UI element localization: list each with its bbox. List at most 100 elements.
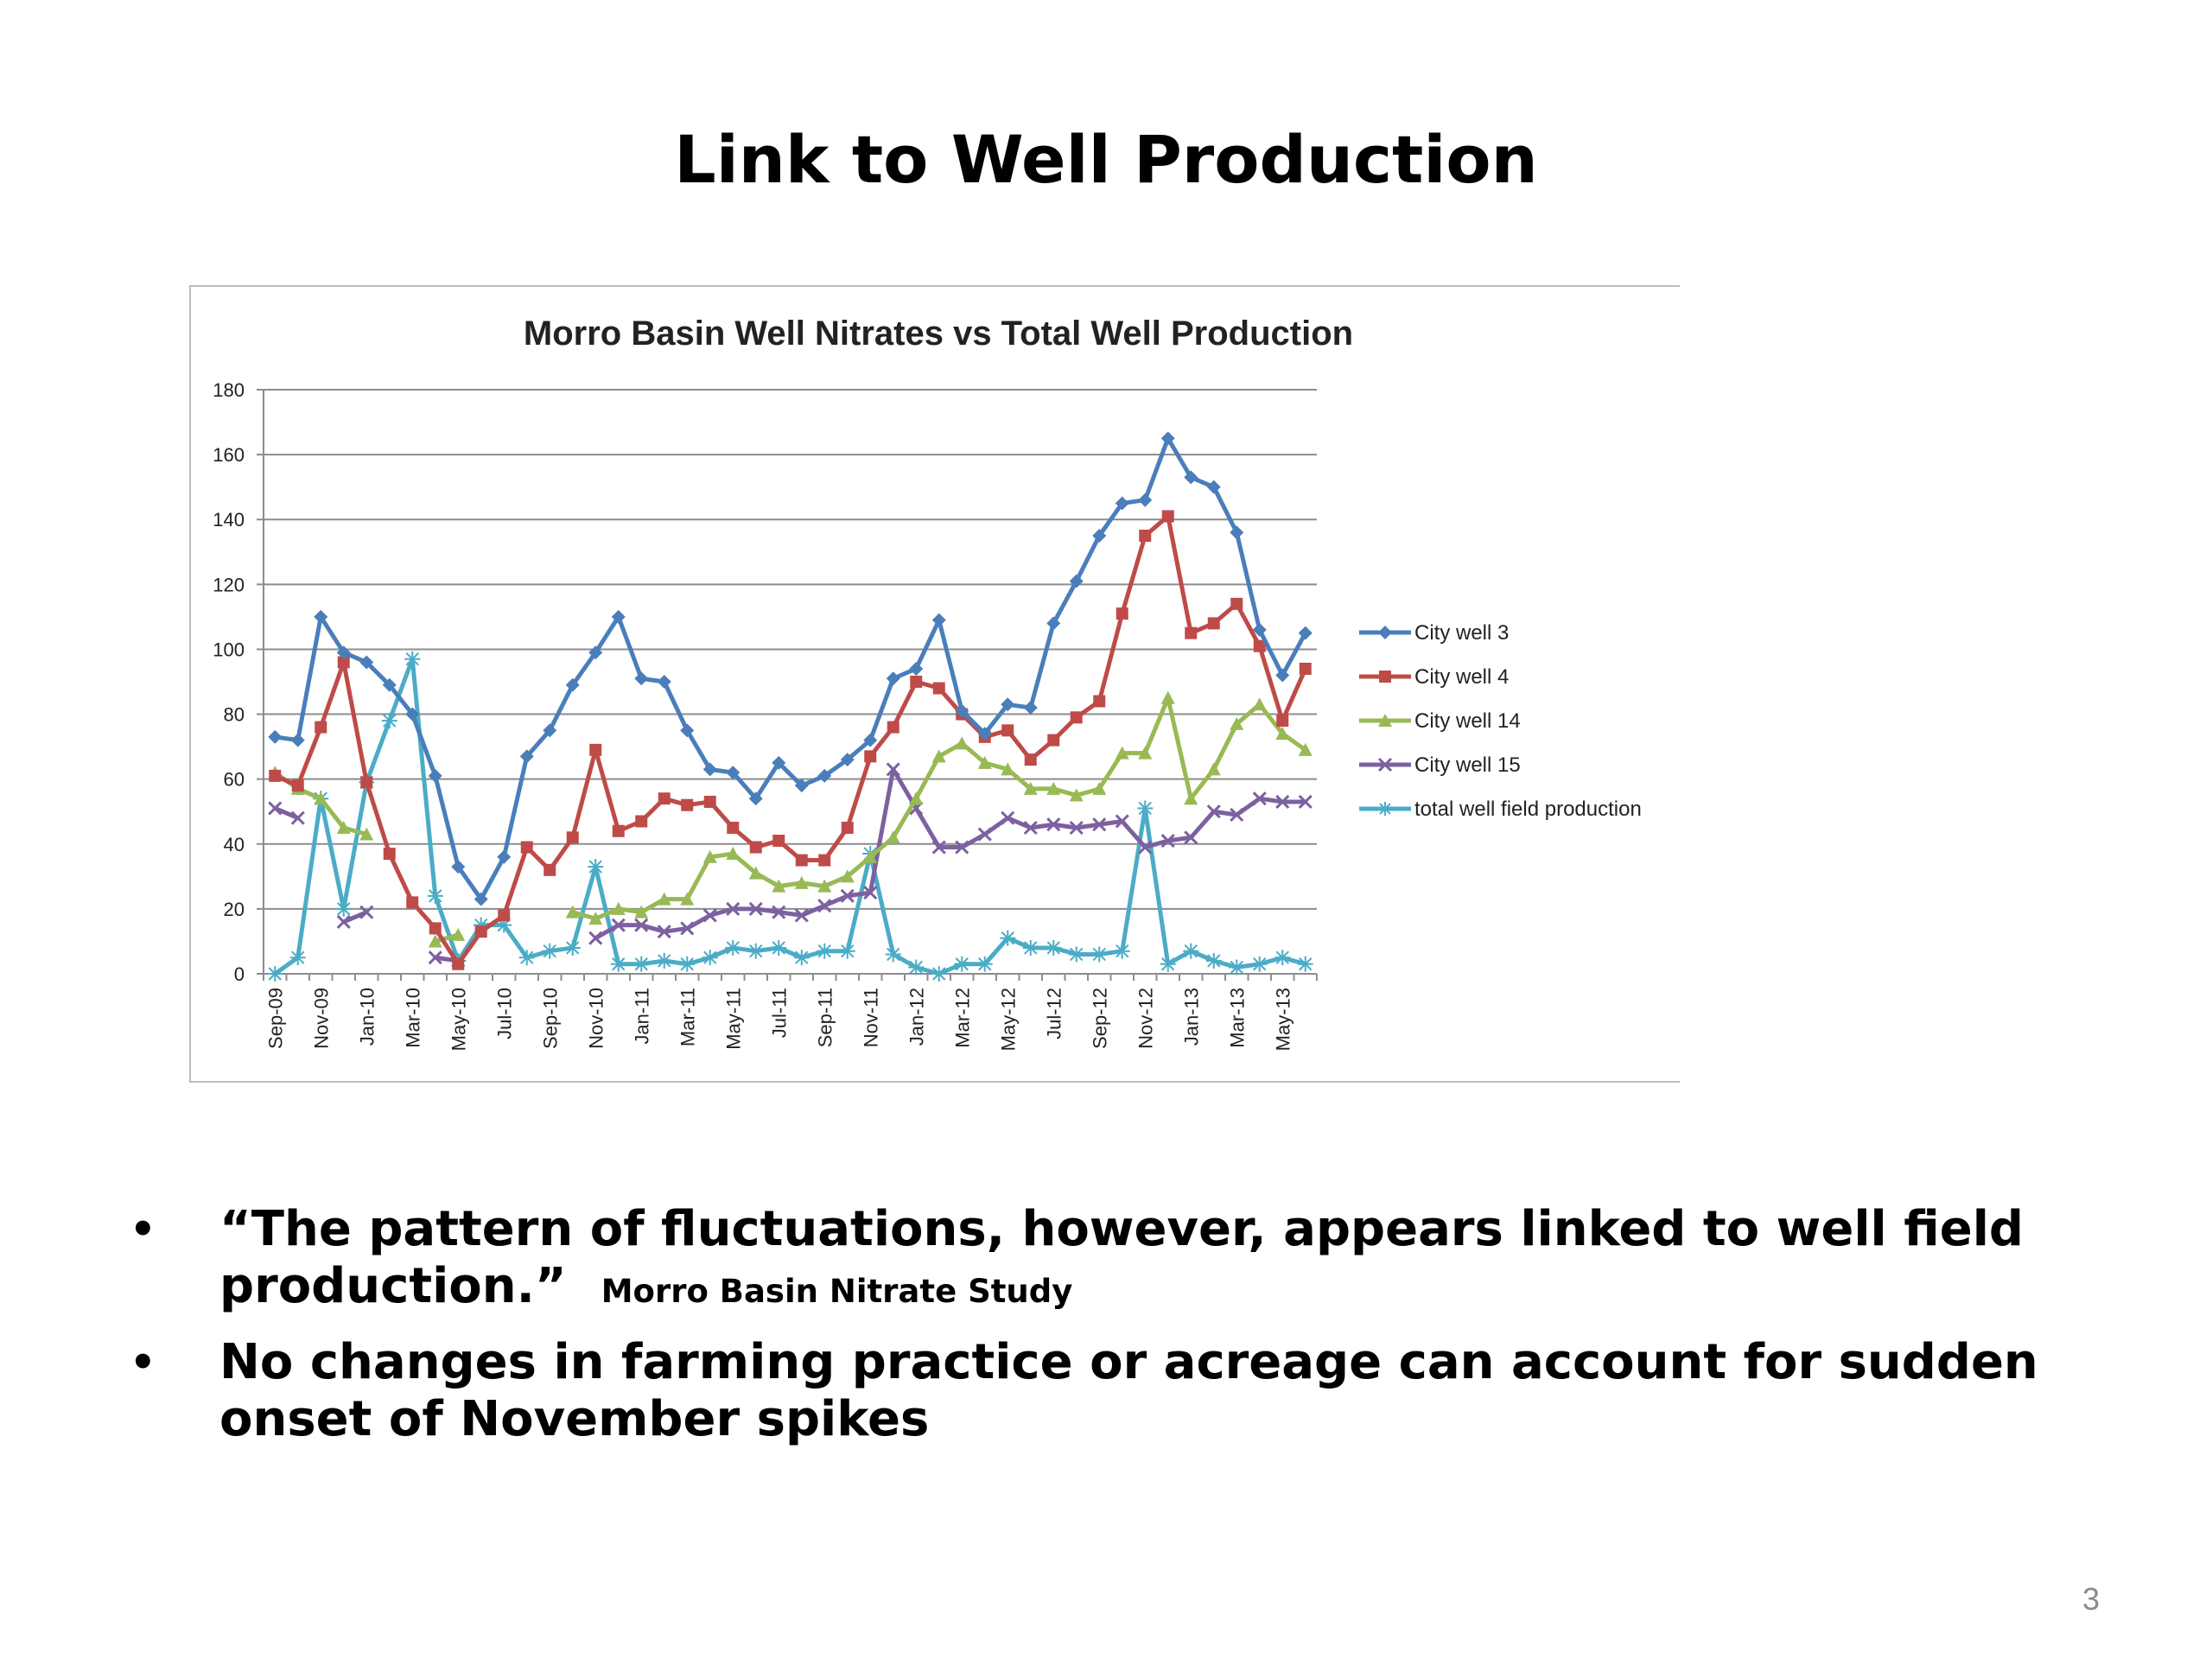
data-point <box>1024 753 1037 766</box>
legend: City well 3 City well 4 City well 14 City w… <box>1359 621 1642 821</box>
data-point <box>428 950 442 965</box>
data-point <box>1230 716 1244 730</box>
data-point-stroke <box>1184 830 1198 845</box>
data-point <box>794 779 809 793</box>
data-point <box>839 943 855 959</box>
data-point <box>887 721 899 734</box>
y-tick-label: 140 <box>213 509 245 531</box>
data-point <box>1251 956 1268 972</box>
data-point <box>564 939 581 956</box>
data-point <box>1184 830 1198 845</box>
data-point <box>1092 529 1107 543</box>
data-point-stroke <box>1252 791 1267 806</box>
data-point <box>1298 626 1313 640</box>
data-point <box>886 671 900 686</box>
data-point <box>268 801 283 816</box>
data-point <box>1022 939 1039 956</box>
data-point <box>290 810 305 825</box>
data-point <box>793 950 810 966</box>
data-point <box>1274 950 1291 966</box>
y-tick-label: 0 <box>234 963 245 985</box>
data-point <box>1207 617 1220 630</box>
data-point <box>749 841 762 854</box>
data-point-stroke <box>680 921 695 936</box>
data-point <box>1093 695 1106 708</box>
data-point <box>1377 757 1393 772</box>
data-point <box>795 854 808 867</box>
data-point <box>635 815 648 828</box>
data-point <box>565 677 580 692</box>
data-point <box>429 922 442 935</box>
data-point-stroke <box>657 925 671 939</box>
data-point <box>406 896 419 909</box>
data-point <box>931 840 946 855</box>
series-line <box>272 805 301 821</box>
data-point <box>748 866 763 880</box>
legend-item: City well 4 <box>1359 665 1509 689</box>
data-point <box>1069 788 1084 802</box>
series-line <box>272 657 1308 976</box>
y-tick-label: 180 <box>213 379 245 401</box>
data-point <box>840 753 855 767</box>
data-point-stroke <box>794 908 809 923</box>
data-point <box>886 762 900 777</box>
x-tick-label: May-12 <box>997 988 1019 1051</box>
data-point <box>451 860 466 874</box>
data-point <box>864 750 877 763</box>
data-point-stroke <box>1092 817 1107 832</box>
data-point <box>1206 762 1221 776</box>
data-point <box>1252 697 1267 711</box>
data-point <box>588 645 603 660</box>
data-point <box>1184 791 1198 805</box>
data-point <box>1001 810 1015 825</box>
x-tick-label: May-10 <box>448 988 469 1051</box>
data-point <box>772 879 786 893</box>
x-tick-label: Jan-13 <box>1180 988 1202 1046</box>
data-point <box>359 655 374 670</box>
axes: 0 20 40 60 80 100 120 140 160 180 Sep-09 Nov-09 Jan-… <box>213 379 1318 1051</box>
bullet-list: • “The pattern of fluctuations, however,… <box>130 1201 2117 1462</box>
data-point-stroke <box>611 918 626 932</box>
data-point <box>1275 668 1290 683</box>
data-point <box>634 905 649 918</box>
legend-label: total well field production <box>1414 798 1642 821</box>
data-point <box>1378 802 1392 816</box>
bullet-text-farming: No changes in farming practice or acreag… <box>219 1334 2038 1447</box>
data-point <box>771 939 787 956</box>
data-point <box>612 824 625 837</box>
data-point <box>1299 662 1312 675</box>
data-point <box>885 946 901 963</box>
data-point <box>817 899 832 913</box>
data-point <box>748 901 763 916</box>
data-point <box>518 950 535 966</box>
data-point <box>1160 833 1175 849</box>
data-point <box>428 934 442 948</box>
data-point <box>725 939 741 956</box>
data-point <box>1138 493 1153 507</box>
data-point-stroke <box>863 886 878 900</box>
data-point <box>908 959 925 976</box>
data-point <box>1023 701 1038 715</box>
data-point <box>681 798 694 811</box>
data-point <box>680 921 695 936</box>
data-point <box>269 769 282 782</box>
data-point-stroke <box>1160 833 1175 849</box>
legend-item: City well 15 <box>1359 753 1521 777</box>
data-point <box>405 707 420 721</box>
data-point <box>657 675 671 689</box>
data-point <box>976 956 993 972</box>
data-point <box>680 892 695 906</box>
data-point <box>1092 817 1107 832</box>
data-point <box>1023 820 1038 836</box>
data-point-stroke <box>748 901 763 916</box>
data-point <box>863 733 878 747</box>
data-point <box>314 791 328 805</box>
data-point <box>474 925 487 938</box>
chart-title: Morro Basin Well Nitrates vs Total Well … <box>524 315 1353 353</box>
data-point <box>611 609 626 624</box>
data-point <box>932 682 945 695</box>
data-point <box>1023 781 1038 795</box>
data-point <box>840 869 855 883</box>
data-point <box>1115 746 1129 760</box>
legend-item: City well 3 <box>1359 621 1509 645</box>
